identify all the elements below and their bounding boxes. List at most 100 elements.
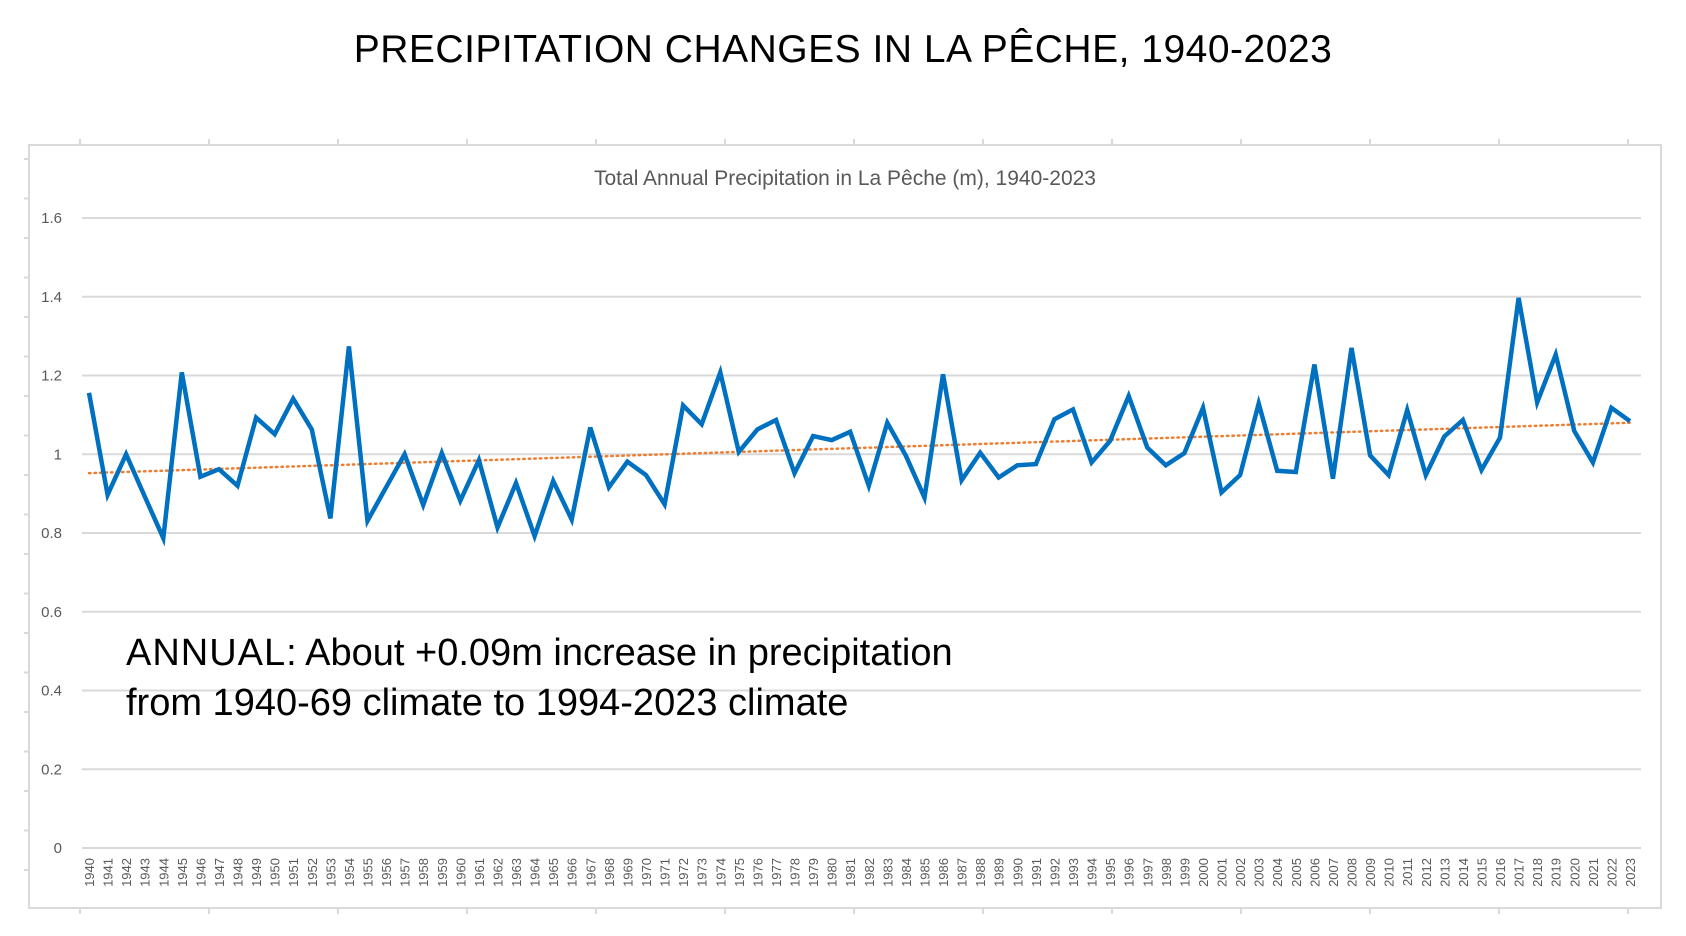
x-tick-label: 2004: [1270, 858, 1285, 887]
x-tick-label: 1967: [583, 858, 598, 887]
y-tick-label: 0.2: [41, 761, 62, 778]
x-tick-label: 1960: [453, 858, 468, 887]
y-tick-label: 0.8: [41, 525, 62, 542]
x-tick-label: 1987: [955, 858, 970, 887]
x-tick-label: 1978: [788, 858, 803, 887]
x-tick-label: 1985: [917, 858, 932, 887]
y-tick-label: 1.6: [41, 210, 62, 227]
x-tick-label: 1951: [286, 858, 301, 887]
x-tick-label: 1969: [620, 858, 635, 887]
trendline: [87, 421, 1632, 475]
x-tick-label: 1984: [899, 858, 914, 887]
x-tick-label: 1995: [1103, 858, 1118, 887]
x-tick-label: 2022: [1604, 858, 1619, 887]
chart-frame: [24, 139, 1662, 914]
x-tick-label: 2020: [1567, 858, 1582, 887]
x-tick-label: 1986: [936, 858, 951, 887]
x-tick-label: 1946: [193, 858, 208, 887]
x-tick-label: 1964: [528, 858, 543, 887]
x-tick-label: 2013: [1437, 858, 1452, 887]
x-tick-label: 2007: [1326, 858, 1341, 887]
x-tick-label: 2010: [1382, 858, 1397, 887]
x-tick-label: 2006: [1307, 858, 1322, 887]
chart-border: [28, 144, 1662, 909]
x-tick-label: 2016: [1493, 858, 1508, 887]
x-tick-label: 1979: [806, 858, 821, 887]
x-tick-label: 2005: [1289, 858, 1304, 887]
x-tick-label: 1981: [843, 858, 858, 887]
x-tick-label: 1955: [360, 858, 375, 887]
x-tick-label: 1996: [1122, 858, 1137, 887]
x-tick-label: 1948: [231, 858, 246, 887]
x-tick-label: 1966: [565, 858, 580, 887]
x-tick-label: 2017: [1512, 858, 1527, 887]
slide-title: PRECIPITATION CHANGES IN LA PÊCHE, 1940-…: [353, 28, 1333, 71]
x-tick-label: 1982: [862, 858, 877, 887]
x-tick-label: 2002: [1233, 858, 1248, 887]
x-tick-label: 1944: [156, 858, 171, 887]
x-tick-label: 2012: [1419, 858, 1434, 887]
annotation-line-1: ANNUAL: About +0.09m increase in precipi…: [126, 632, 953, 675]
x-tick-label: 2021: [1586, 858, 1601, 887]
x-tick-label: 1993: [1066, 858, 1081, 887]
x-tick-label: 2023: [1623, 858, 1638, 887]
x-tick-label: 1992: [1047, 858, 1062, 887]
y-tick-label: 0.6: [41, 604, 62, 621]
x-tick-label: 2018: [1530, 858, 1545, 887]
x-tick-label: 1959: [435, 858, 450, 887]
x-tick-label: 2011: [1400, 858, 1415, 886]
precipitation-line: [86, 297, 1632, 547]
chart-title: Total Annual Precipitation in La Pêche (…: [594, 167, 1096, 190]
annotation-line-2: from 1940-69 climate to 1994-2023 climat…: [126, 682, 849, 724]
x-tick-label: 1998: [1159, 858, 1174, 887]
x-tick-label: 1991: [1029, 858, 1044, 887]
x-tick-label: 1949: [249, 858, 264, 887]
x-tick-label: 1945: [175, 858, 190, 887]
x-tick-label: 1968: [602, 858, 617, 887]
x-tick-label: 1970: [639, 858, 654, 887]
x-tick-label: 1974: [713, 858, 728, 887]
x-tick-label: 1989: [992, 858, 1007, 887]
x-tick-label: 2014: [1456, 858, 1471, 887]
x-tick-label: 1980: [825, 858, 840, 887]
x-tick-label: 1997: [1140, 858, 1155, 887]
x-tick-label: 1957: [398, 858, 413, 887]
x-tick-label: 1971: [658, 858, 673, 887]
y-tick-label: 1: [54, 446, 62, 463]
x-tick-label: 2001: [1215, 858, 1230, 887]
x-tick-label: 2000: [1196, 858, 1211, 887]
x-tick-label: 1956: [379, 858, 394, 887]
x-tick-label: 1954: [342, 858, 357, 887]
x-tick-label: 1990: [1010, 858, 1025, 887]
x-tick-label: 1988: [973, 858, 988, 887]
x-tick-label: 1947: [212, 858, 227, 887]
x-tick-label: 1975: [732, 858, 747, 887]
x-tick-label: 1963: [509, 858, 524, 887]
x-tick-label: 1940: [82, 858, 97, 887]
x-tick-label: 1942: [119, 858, 134, 887]
x-tick-label: 1943: [138, 858, 153, 887]
x-tick-label: 1953: [323, 858, 338, 887]
x-tick-label: 2015: [1474, 858, 1489, 887]
x-tick-label: 2003: [1252, 858, 1267, 887]
y-tick-label: 0.4: [41, 683, 62, 700]
x-tick-label: 1999: [1177, 858, 1192, 887]
x-tick-label: 1961: [472, 858, 487, 887]
x-tick-label: 1952: [305, 858, 320, 887]
x-tick-label: 1972: [676, 858, 691, 887]
annotation-text-1: : About +0.09m increase in precipitation: [286, 632, 953, 674]
x-tick-label: 2009: [1363, 858, 1378, 887]
x-tick-label: 1962: [490, 858, 505, 887]
x-tick-label: 1965: [546, 858, 561, 887]
x-tick-label: 1977: [769, 858, 784, 887]
x-tick-label: 2019: [1549, 858, 1564, 887]
annotation-label: ANNUAL: [126, 632, 287, 674]
y-tick-label: 1.2: [41, 368, 62, 385]
x-tick-label: 2008: [1345, 858, 1360, 887]
x-tick-label: 1941: [101, 858, 116, 887]
x-tick-label: 1973: [695, 858, 710, 887]
y-tick-label: 0: [54, 840, 62, 857]
x-tick-label: 1950: [268, 858, 283, 887]
x-tick-label: 1958: [416, 858, 431, 887]
